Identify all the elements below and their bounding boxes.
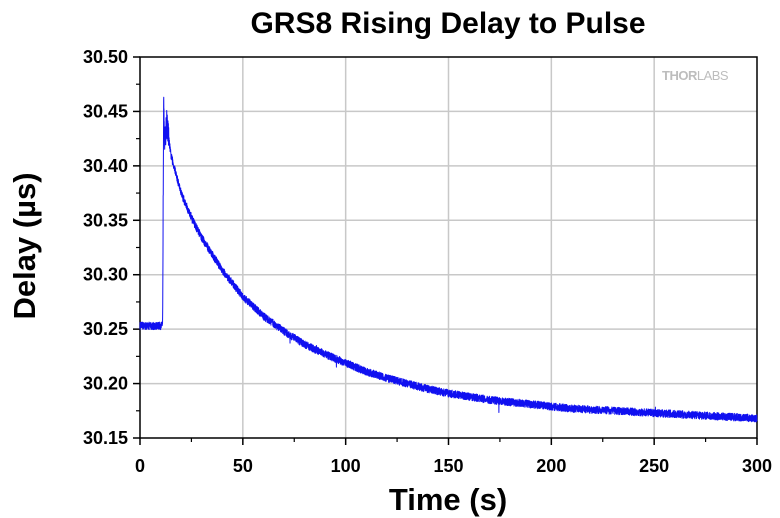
y-tick-label: 30.40 xyxy=(83,156,128,176)
chart-title: GRS8 Rising Delay to Pulse xyxy=(250,7,645,40)
y-tick-label: 30.35 xyxy=(83,210,128,230)
y-tick-label: 30.45 xyxy=(83,101,128,121)
x-tick-label: 100 xyxy=(331,456,361,476)
y-axis-label: Delay (µs) xyxy=(7,172,42,319)
y-tick-label: 30.25 xyxy=(83,319,128,339)
x-tick-label: 250 xyxy=(639,456,669,476)
x-tick-label: 150 xyxy=(433,456,463,476)
y-tick-label: 30.50 xyxy=(83,47,128,67)
y-tick-label: 30.20 xyxy=(83,374,128,394)
x-axis-label: Time (s) xyxy=(389,482,507,517)
x-tick-label: 300 xyxy=(742,456,772,476)
x-tick-label: 200 xyxy=(536,456,566,476)
grid xyxy=(140,57,757,438)
x-tick-label: 0 xyxy=(135,456,145,476)
watermark-logo: THORLABS xyxy=(662,68,729,83)
x-tick-label: 50 xyxy=(233,456,253,476)
series-line xyxy=(139,96,758,423)
y-tick-label: 30.15 xyxy=(83,428,128,448)
y-tick-label: 30.30 xyxy=(83,265,128,285)
watermark: THORLABS xyxy=(662,68,729,83)
series-group xyxy=(139,96,758,423)
ticks: 0 50 100 150 200 250 300 30.15 30.20 30.25 30.30 30… xyxy=(83,47,772,476)
